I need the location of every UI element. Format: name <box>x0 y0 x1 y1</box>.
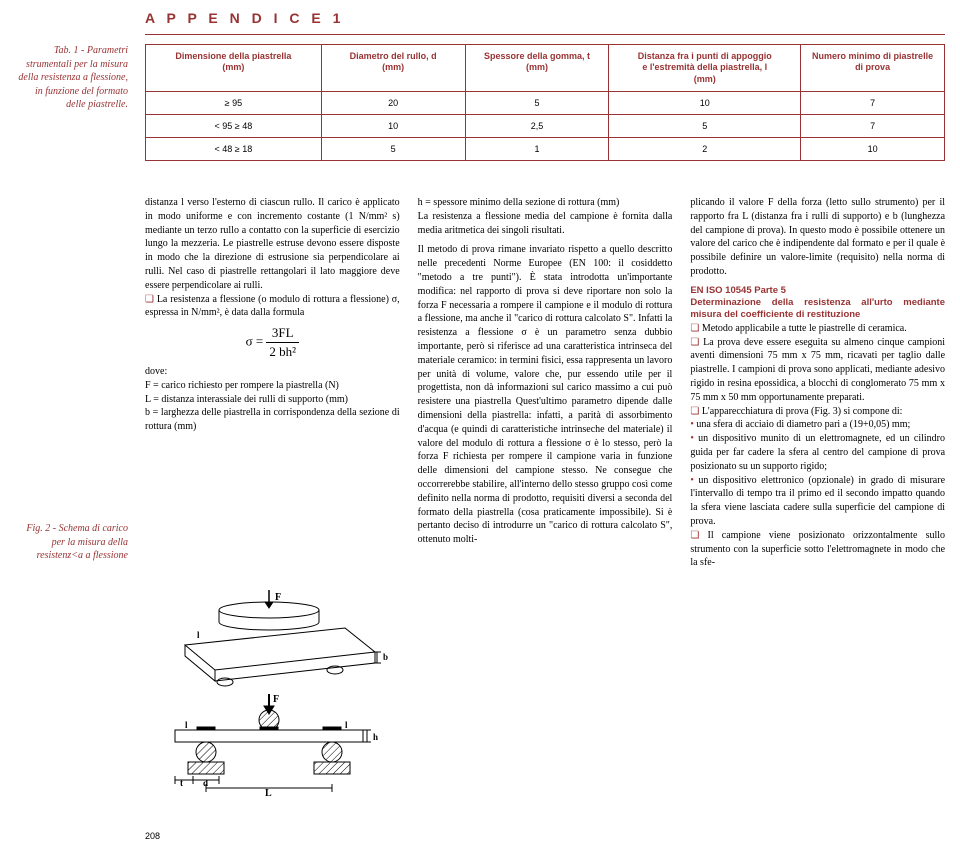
th-dimension: Dimensione della piastrella(mm) <box>146 45 322 92</box>
label-L: L <box>265 788 272 799</box>
header-rule <box>145 34 945 35</box>
formula-sigma: σ = 3FL 2 bh² <box>145 320 400 365</box>
figure-caption: Fig. 2 - Schema di carico per la misura … <box>18 522 128 563</box>
label-t: t <box>180 778 183 788</box>
col2-p3: Il metodo di prova rimane invariato risp… <box>418 243 673 547</box>
page-number: 208 <box>145 831 160 841</box>
column-3: plicando il valore F della forza (letto … <box>690 196 945 570</box>
col1-dove: dove: <box>145 365 400 379</box>
col3-p1: plicando il valore F della forza (letto … <box>690 196 945 279</box>
label-l-top: l <box>197 630 200 640</box>
table-caption: Tab. 1 - Parametri strumentali per la mi… <box>18 44 128 112</box>
label-F-bot: F <box>273 694 279 705</box>
loading-diagram: F b l <box>145 590 393 800</box>
col1-b: b = larghezza delle piastrella in corris… <box>145 406 400 434</box>
col1-para1: distanza l verso l'esterno di ciascun ru… <box>145 196 400 293</box>
col3-b3: ❏ L'apparecchiatura di prova (Fig. 3) si… <box>690 405 945 419</box>
label-h: h <box>373 732 378 742</box>
parameters-table: Dimensione della piastrella(mm) Diametro… <box>145 44 945 161</box>
label-F-top: F <box>275 592 281 603</box>
label-l-bot: l <box>185 720 188 730</box>
th-count: Numero minimo di piastrelledi prova <box>801 45 945 92</box>
table-header-row: Dimensione della piastrella(mm) Diametro… <box>146 45 945 92</box>
label-d: d <box>203 778 208 788</box>
section-subheading: Determinazione della resistenza all'urto… <box>690 297 945 322</box>
th-distance: Distanza fra i punti di appoggioe l'estr… <box>609 45 801 92</box>
col2-p2: La resistenza a flessione media del camp… <box>418 210 673 238</box>
th-diameter: Diametro del rullo, d(mm) <box>321 45 465 92</box>
column-1: distanza l verso l'esterno di ciascun ru… <box>145 196 400 570</box>
label-l-bot2: l <box>345 720 348 730</box>
col3-b2: ❏ La prova deve essere eseguita su almen… <box>690 336 945 405</box>
table-row: < 95 ≥ 48 10 2,5 5 7 <box>146 114 945 137</box>
col1-F: F = carico richiesto per rompere la pias… <box>145 379 400 393</box>
col2-h: h = spessore minimo della sezione di rot… <box>418 196 673 210</box>
appendix-title: A P P E N D I C E 1 <box>145 10 344 26</box>
col3-b4: ❏ Il campione viene posizionato orizzont… <box>690 529 945 570</box>
col3-d3: • un dispositivo elettronico (opzionale)… <box>690 474 945 529</box>
col1-L: L = distanza interassiale dei rulli di s… <box>145 393 400 407</box>
section-heading-iso: EN ISO 10545 Parte 5 <box>690 285 945 297</box>
label-b: b <box>383 652 388 662</box>
table-row: ≥ 95 20 5 10 7 <box>146 91 945 114</box>
col3-b1: ❏ Metodo applicabile a tutte le piastrel… <box>690 322 945 336</box>
column-2: h = spessore minimo della sezione di rot… <box>418 196 673 570</box>
col3-d2: • un dispositivo munito di un elettromag… <box>690 432 945 473</box>
col3-d1: • una sfera di acciaio di diametro pari … <box>690 418 945 432</box>
table-row: < 48 ≥ 18 5 1 2 10 <box>146 137 945 160</box>
th-thickness: Spessore della gomma, t(mm) <box>465 45 609 92</box>
col1-para2: ❏ La resistenza a flessione (o modulo di… <box>145 293 400 321</box>
body-columns: distanza l verso l'esterno di ciascun ru… <box>145 196 945 570</box>
